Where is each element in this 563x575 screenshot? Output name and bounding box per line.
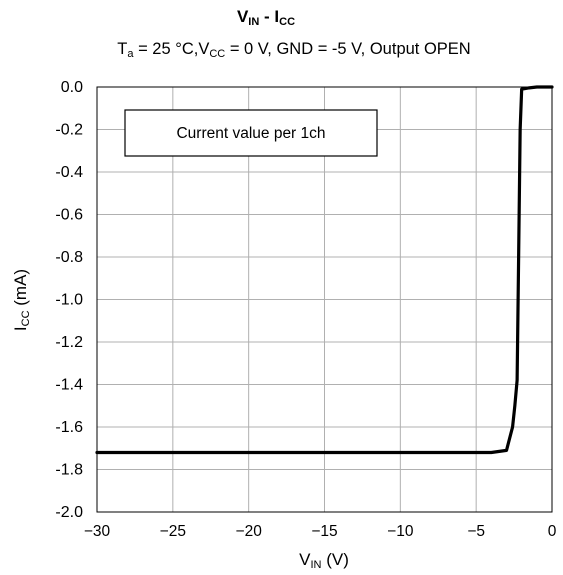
annotation-text: Current value per 1ch <box>176 125 325 142</box>
chart-title: VIN - ICC <box>237 7 295 28</box>
y-axis-label: ICC (mA) <box>11 269 32 331</box>
y-tick-label: -0.6 <box>55 207 83 224</box>
y-tick-label: -2.0 <box>55 504 83 521</box>
y-tick-label: -0.4 <box>55 164 83 181</box>
x-tick-label: −20 <box>236 523 263 540</box>
x-tick-label: −10 <box>387 523 414 540</box>
y-axis-ticks: 0.0 -0.2 -0.4 -0.6 -0.8 -1.0 -1.2 -1.4 -1.6 -1.8 -… <box>55 79 83 521</box>
y-tick-label: -1.8 <box>55 462 83 479</box>
plot-area-border <box>96 86 553 513</box>
x-tick-label: −30 <box>84 523 111 540</box>
x-tick-label: −15 <box>311 523 337 540</box>
x-tick-label: −25 <box>160 523 186 540</box>
y-tick-label: 0.0 <box>61 79 83 96</box>
chart-subtitle: Ta = 25 °C,VCC = 0 V, GND = -5 V, Output… <box>117 40 470 60</box>
y-tick-label: -1.6 <box>55 419 83 436</box>
series-layer <box>95 85 554 455</box>
series-line <box>95 85 554 455</box>
x-tick-label: −5 <box>467 523 485 540</box>
x-axis-label: VIN (V) <box>299 550 349 571</box>
y-tick-label: -1.4 <box>55 377 83 394</box>
y-tick-label: -1.2 <box>55 334 83 351</box>
y-tick-label: -0.8 <box>55 249 83 266</box>
x-axis-ticks: −30 −25 −20 −15 −10 −5 0 <box>84 523 557 540</box>
y-tick-label: -0.2 <box>55 122 83 139</box>
x-tick-label: 0 <box>548 523 557 540</box>
annotation-box <box>124 109 378 157</box>
y-tick-label: -1.0 <box>55 292 83 309</box>
